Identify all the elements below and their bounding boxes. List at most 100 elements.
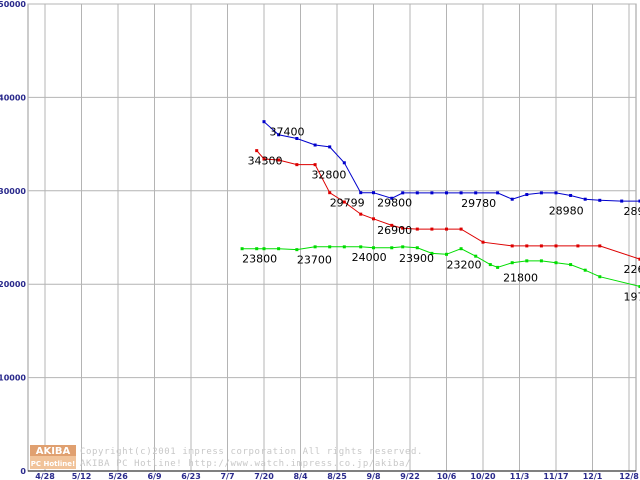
watermark-copyright: Copyright(c)2001 impress corporation All… xyxy=(80,447,423,457)
series-layer xyxy=(240,120,640,289)
data-point xyxy=(255,247,259,251)
watermark-logo-subtext: PC Hotline! xyxy=(31,460,75,468)
data-point xyxy=(390,196,394,200)
data-point xyxy=(313,245,317,249)
data-point xyxy=(583,268,587,272)
data-label: 23700 xyxy=(297,254,332,267)
data-point xyxy=(638,199,640,203)
data-point xyxy=(459,227,463,231)
data-label: 37400 xyxy=(269,126,304,139)
y-tick-labels: 0 10000 20000 30000 40000 50000 xyxy=(0,0,26,476)
x-tick-label: 7/7 xyxy=(220,472,234,480)
x-tick-label: 7/20 xyxy=(254,472,274,480)
data-point xyxy=(295,136,299,140)
data-point xyxy=(295,163,299,167)
data-point xyxy=(583,197,587,201)
data-point xyxy=(401,245,405,249)
watermark-logo-top xyxy=(30,445,76,456)
data-label: 29800 xyxy=(377,197,412,210)
data-point xyxy=(359,212,363,216)
data-point xyxy=(598,244,602,248)
data-point xyxy=(539,244,543,248)
data-point xyxy=(342,200,346,204)
data-label: 23200 xyxy=(447,258,482,271)
data-point xyxy=(510,197,514,201)
data-point xyxy=(638,285,640,289)
data-labels: 37400 34300 32800 29799 29800 26900 29780 28980… xyxy=(242,126,640,304)
data-point xyxy=(390,223,394,227)
data-point xyxy=(445,227,448,231)
data-point xyxy=(554,244,558,248)
x-tick-label: 6/23 xyxy=(181,472,201,480)
data-point xyxy=(510,244,514,248)
data-point xyxy=(445,252,448,256)
data-label: 22680 xyxy=(624,263,640,276)
x-tick-label: 6/9 xyxy=(147,472,161,480)
data-label: 21800 xyxy=(503,271,538,284)
watermark: AKIBA PC Hotline! Copyright(c)2001 impre… xyxy=(30,445,423,469)
data-point xyxy=(620,199,624,203)
data-point xyxy=(576,244,580,248)
data-point xyxy=(445,191,448,195)
data-label: 28980 xyxy=(549,204,584,217)
x-tick-label: 9/8 xyxy=(366,472,380,480)
data-point xyxy=(459,247,463,251)
data-point xyxy=(262,157,266,161)
data-point xyxy=(342,245,346,249)
data-label: 34300 xyxy=(248,155,283,168)
x-tick-label: 11/17 xyxy=(543,472,568,480)
plot-frame xyxy=(27,3,637,472)
x-tick-label: 10/6 xyxy=(437,472,457,480)
data-label: 26900 xyxy=(377,224,412,237)
data-point xyxy=(525,193,529,197)
data-point xyxy=(277,247,281,251)
data-point xyxy=(390,246,394,250)
data-point xyxy=(401,226,405,230)
x-tick-label: 5/26 xyxy=(108,472,128,480)
y-tick-label: 0 xyxy=(20,467,26,476)
data-point xyxy=(510,261,514,265)
data-label: 24000 xyxy=(352,251,387,264)
y-tick-label: 30000 xyxy=(0,187,26,196)
y-tick-label: 20000 xyxy=(0,280,26,289)
x-tick-label: 11/3 xyxy=(510,472,530,480)
watermark-url: AKIBA PC Hotline! http://www.watch.impre… xyxy=(80,459,411,469)
watermark-logo-text: AKIBA xyxy=(36,446,71,457)
data-point xyxy=(430,251,434,255)
data-point xyxy=(459,191,463,195)
data-point xyxy=(262,120,266,124)
x-tick-label: 12/1 xyxy=(583,472,603,480)
data-point xyxy=(554,261,558,265)
data-point xyxy=(474,191,478,195)
data-point xyxy=(401,191,405,195)
data-point xyxy=(295,248,299,252)
data-point xyxy=(415,246,419,250)
data-label: 29799 xyxy=(330,197,365,210)
x-tick-label: 10/20 xyxy=(470,472,496,480)
data-point xyxy=(554,191,558,195)
data-point xyxy=(539,191,543,195)
data-point xyxy=(525,259,529,263)
data-point xyxy=(328,191,332,195)
data-point xyxy=(430,227,434,231)
data-point xyxy=(277,158,281,162)
data-point xyxy=(359,245,363,249)
data-label: 23800 xyxy=(242,253,277,266)
y-tick-label: 50000 xyxy=(0,0,26,9)
data-point xyxy=(313,143,317,147)
data-point xyxy=(539,259,543,263)
data-point xyxy=(488,263,492,267)
data-point xyxy=(415,191,419,195)
data-point xyxy=(598,198,602,202)
data-point xyxy=(496,265,500,269)
x-tick-label: 9/22 xyxy=(400,472,420,480)
data-point xyxy=(342,161,346,165)
data-point xyxy=(598,275,602,279)
data-point xyxy=(255,149,259,153)
data-point xyxy=(262,247,266,251)
data-point xyxy=(481,240,485,244)
data-point xyxy=(313,163,317,167)
data-point xyxy=(569,193,573,197)
data-point xyxy=(359,191,363,195)
data-point xyxy=(638,257,640,261)
